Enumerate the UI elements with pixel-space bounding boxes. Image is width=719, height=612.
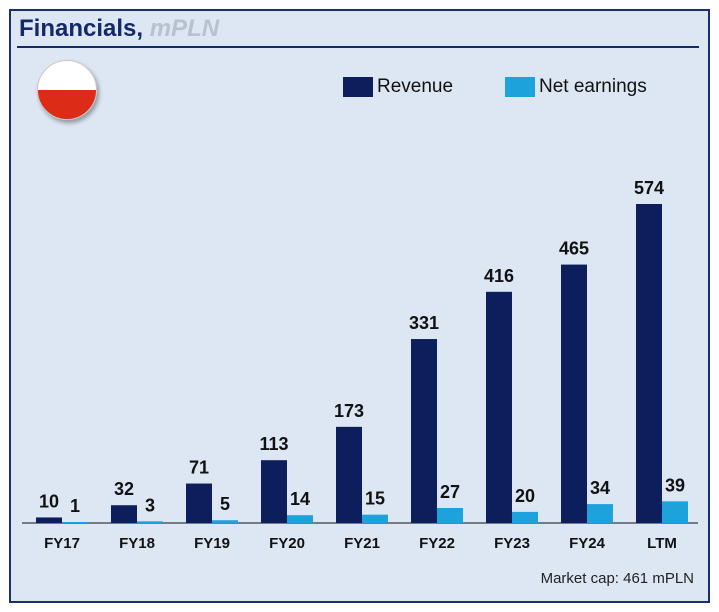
bar-revenue-fy24 [561, 264, 587, 523]
data-label-net-earnings-fy23: 20 [515, 486, 535, 506]
x-tick-label-fy21: FY21 [344, 535, 380, 552]
x-tick-label-fy22: FY22 [419, 535, 455, 552]
bar-net-earnings-ltm [662, 501, 688, 523]
data-label-net-earnings-fy21: 15 [365, 489, 385, 509]
bar-net-earnings-fy23 [512, 511, 538, 523]
data-label-net-earnings-fy20: 14 [290, 489, 310, 509]
data-label-revenue-fy23: 416 [484, 266, 514, 286]
bar-net-earnings-fy22 [437, 507, 463, 523]
bar-net-earnings-fy24 [587, 504, 613, 523]
x-tick-label-ltm: LTM [647, 535, 677, 552]
bar-revenue-fy17 [36, 517, 62, 523]
bar-revenue-fy22 [411, 339, 437, 523]
data-label-net-earnings-fy17: 1 [70, 496, 80, 516]
bar-net-earnings-fy21 [362, 514, 388, 523]
data-label-revenue-fy20: 113 [259, 434, 288, 454]
data-label-net-earnings-ltm: 39 [665, 475, 685, 495]
chart-title-unit: mPLN [149, 15, 220, 42]
x-tick-label-fy24: FY24 [569, 535, 606, 552]
data-label-revenue-ltm: 574 [634, 178, 664, 198]
bar-revenue-fy23 [486, 291, 512, 523]
bar-revenue-fy20 [261, 460, 287, 523]
legend-label-net-earnings: Net earnings [539, 76, 647, 97]
market-cap-note: Market cap: 461 mPLN [540, 570, 694, 587]
data-label-net-earnings-fy22: 27 [440, 482, 460, 502]
data-label-revenue-fy24: 465 [559, 239, 589, 259]
x-tick-label-fy18: FY18 [119, 535, 155, 552]
x-tick-label-fy23: FY23 [494, 535, 530, 552]
x-tick-label-fy20: FY20 [269, 535, 305, 552]
bar-net-earnings-fy20 [287, 515, 313, 523]
x-tick-label-fy19: FY19 [194, 535, 230, 552]
chart-title: Financials, mPLN [19, 15, 219, 43]
x-tick-label-fy17: FY17 [44, 535, 80, 552]
data-label-revenue-fy18: 32 [114, 479, 134, 499]
bar-revenue-fy19 [186, 483, 212, 523]
data-label-net-earnings-fy18: 3 [145, 495, 155, 515]
bar-net-earnings-fy18 [137, 521, 163, 523]
bar-net-earnings-fy19 [212, 520, 238, 523]
data-label-revenue-fy17: 10 [39, 491, 59, 511]
bar-revenue-ltm [636, 204, 662, 523]
data-label-net-earnings-fy24: 34 [590, 478, 610, 498]
data-label-net-earnings-fy19: 5 [220, 494, 230, 514]
data-label-revenue-fy21: 173 [334, 401, 364, 421]
legend-swatch-revenue [343, 77, 373, 97]
bar-revenue-fy18 [111, 505, 137, 523]
legend-swatch-net-earnings [505, 77, 535, 97]
title-divider [17, 46, 699, 48]
chart-title-main: Financials, [19, 15, 144, 42]
bar-revenue-fy21 [336, 426, 362, 523]
bar-net-earnings-fy17 [62, 522, 88, 523]
data-label-revenue-fy22: 331 [409, 313, 439, 333]
data-label-revenue-fy19: 71 [189, 458, 209, 478]
legend-label-revenue: Revenue [377, 76, 454, 97]
poland-flag-icon [37, 60, 97, 120]
